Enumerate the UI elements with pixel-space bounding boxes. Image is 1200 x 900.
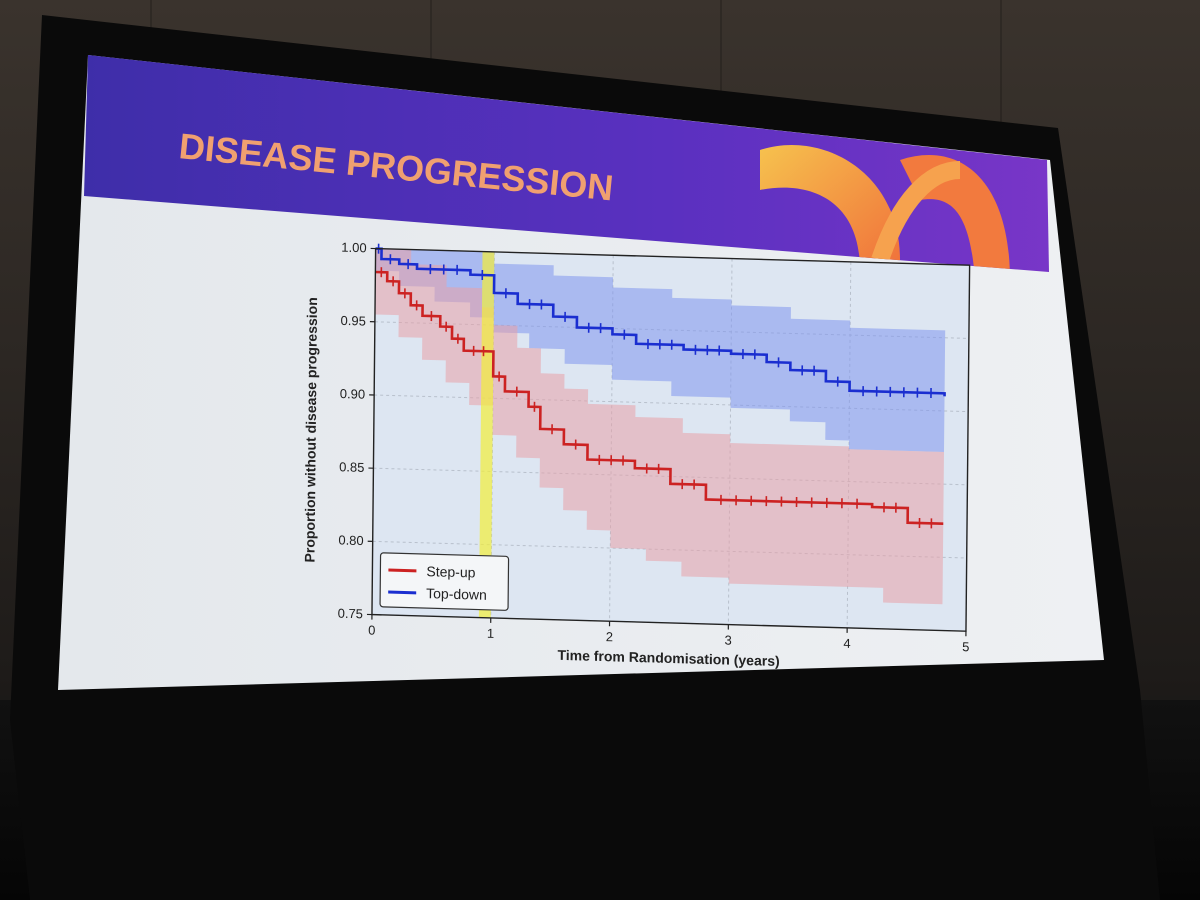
- x-tick-label: 1: [487, 626, 494, 641]
- y-tick-label: 0.80: [338, 532, 363, 548]
- legend-label-top-down: Top-down: [426, 585, 487, 603]
- plot-area: [371, 243, 971, 632]
- legend-swatch-step-up: [388, 568, 417, 573]
- y-tick-label: 0.85: [339, 459, 364, 475]
- y-tick-label: 0.75: [338, 606, 363, 622]
- x-tick-label: 4: [843, 636, 850, 651]
- legend-swatch-top-down: [388, 590, 417, 595]
- x-axis-label: Time from Randomisation (years): [557, 647, 779, 669]
- legend: Step-up Top-down: [379, 552, 510, 611]
- plot-frame: [371, 247, 971, 632]
- axes: 0 1 2 3 4 5 0.75 0.80 0.85 0.90 0.95 1.00: [338, 240, 971, 654]
- legend-label-step-up: Step-up: [426, 563, 475, 580]
- x-tick-label: 3: [725, 632, 732, 647]
- x-tick-label: 0: [368, 622, 375, 637]
- y-axis-label: Proportion without disease progression: [301, 297, 320, 563]
- decorative-swoosh: [871, 161, 961, 263]
- confidence-band-step-up: [374, 248, 944, 605]
- y-tick-label: 0.95: [341, 313, 366, 329]
- x-tick-label: 5: [962, 639, 969, 654]
- y-tick-label: 0.90: [340, 386, 365, 402]
- y-tick-label: 1.00: [341, 240, 366, 256]
- x-tick-label: 2: [606, 629, 613, 644]
- legend-box: [379, 552, 510, 611]
- highlight-band: [478, 251, 495, 618]
- decorative-swoosh: [760, 144, 900, 270]
